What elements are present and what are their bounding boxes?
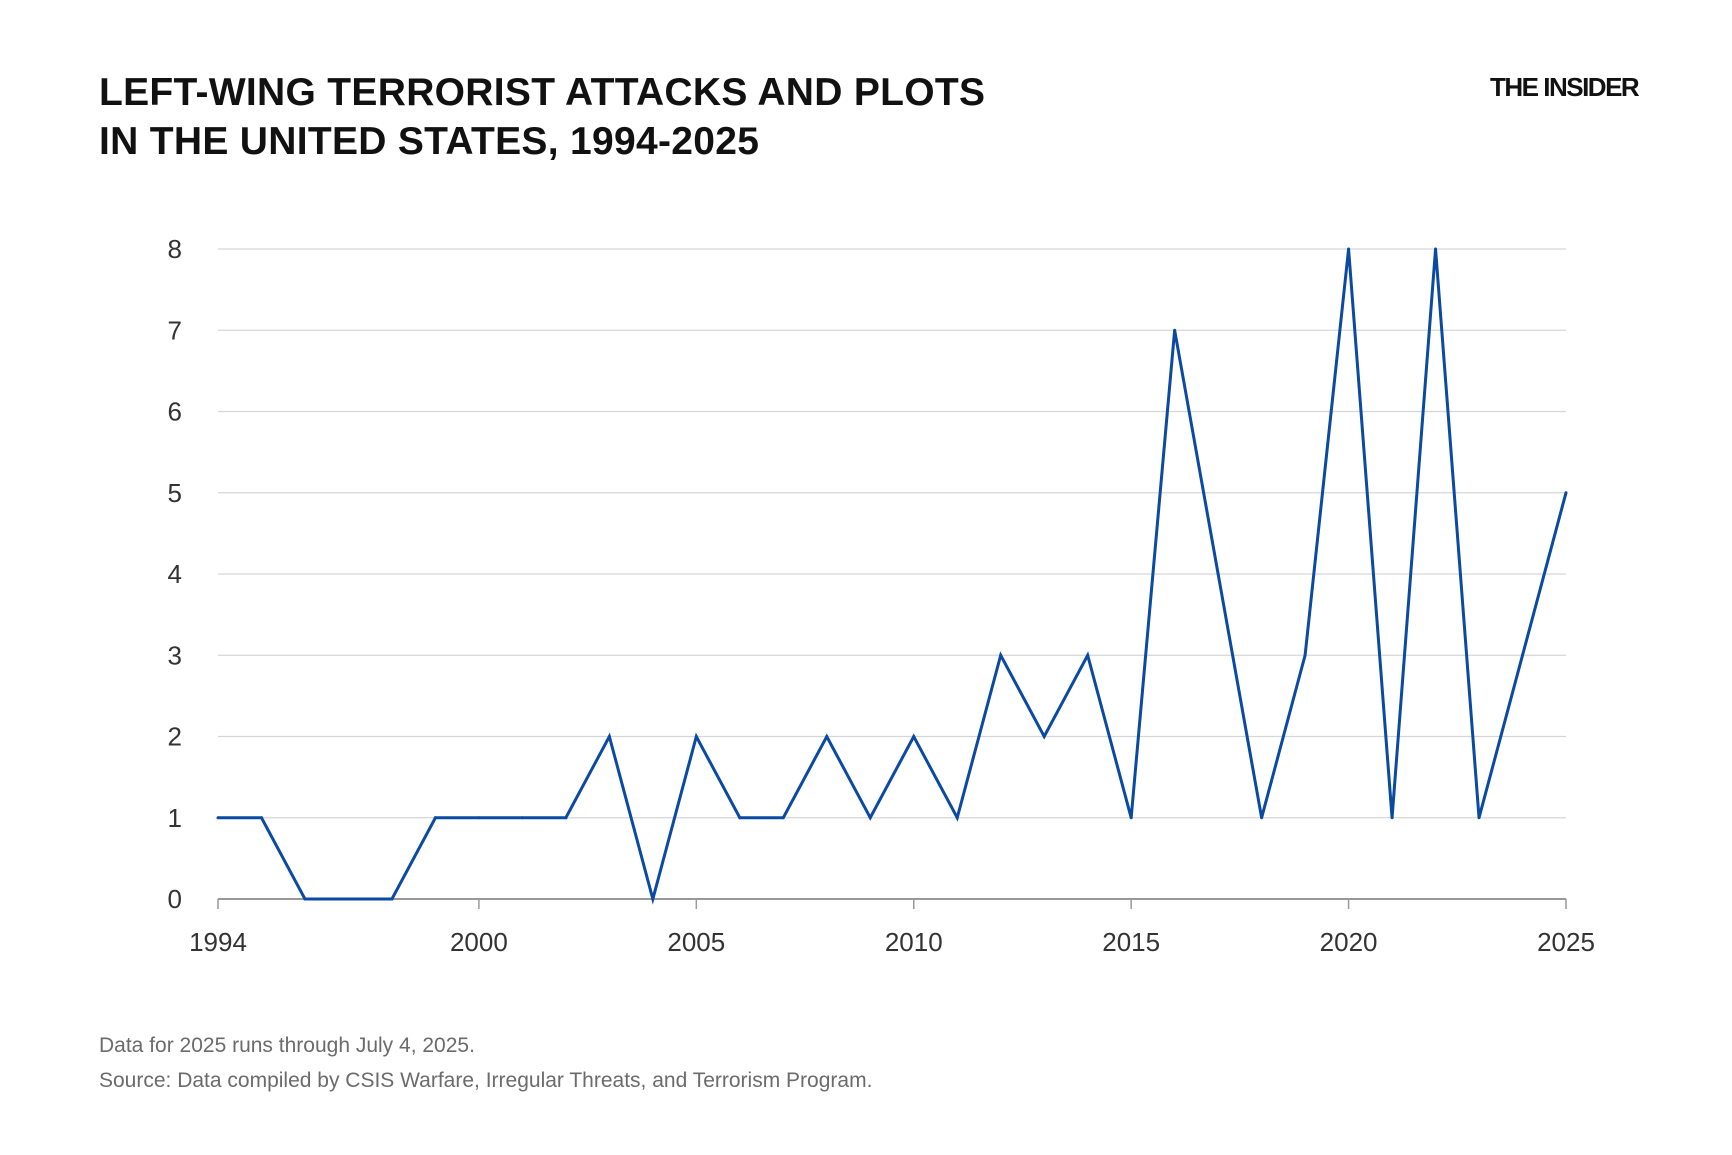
y-tick-label: 1 — [168, 803, 182, 833]
source-note: Source: Data compiled by CSIS Warfare, I… — [99, 1069, 873, 1092]
data-point-2016 — [1173, 328, 1177, 332]
data-point-2004 — [651, 897, 655, 901]
x-tick-label: 2015 — [1102, 927, 1160, 957]
series-line — [218, 248, 1568, 905]
data-point-2017 — [1216, 572, 1220, 576]
data-point-2012 — [999, 653, 1003, 657]
data-point-2018 — [1260, 816, 1264, 820]
data-point-2019 — [1303, 653, 1307, 657]
notes: Data for 2025 runs through July 4, 2025.… — [99, 1028, 872, 1098]
data-point-2023 — [1477, 816, 1481, 820]
x-tick-label: 2000 — [450, 927, 508, 957]
data-point-1995 — [259, 816, 263, 820]
data-point-1996 — [303, 897, 307, 901]
data-point-2009 — [868, 816, 872, 820]
data-point-2015 — [1129, 816, 1133, 820]
data-point-2002 — [564, 816, 568, 820]
y-tick-label: 0 — [168, 884, 182, 914]
x-tick-labels: 1994 2000 2005 2010 2015 2020 2025 — [189, 899, 1595, 957]
y-tick-label: 7 — [168, 315, 182, 345]
data-point-1998 — [390, 897, 394, 901]
title-line-2: IN THE UNITED STATES, 1994-2025 — [99, 120, 760, 163]
data-point-2021 — [1390, 816, 1394, 820]
data-point-2013 — [1042, 735, 1046, 738]
data-point-2007 — [781, 816, 785, 820]
data-point-2014 — [1086, 653, 1090, 657]
data-point-1994 — [216, 816, 220, 820]
data-point-2020 — [1347, 247, 1351, 251]
footnote: Data for 2025 runs through July 4, 2025. — [99, 1034, 475, 1057]
y-tick-label: 4 — [168, 559, 182, 589]
data-point-1997 — [346, 897, 350, 901]
the-insider-logo: THE INSIDER — [1490, 72, 1640, 102]
title-line-1: LEFT-WING TERRORIST ATTACKS AND PLOTS — [99, 71, 986, 114]
y-tick-labels: 0 1 2 3 4 5 6 7 8 — [168, 234, 182, 914]
y-tick-label: 8 — [168, 234, 182, 264]
data-point-2006 — [738, 816, 742, 820]
x-tick-label: 1994 — [189, 927, 247, 957]
data-point-2022 — [1434, 247, 1438, 251]
x-tick-label: 2005 — [667, 927, 725, 957]
y-tick-label: 3 — [168, 640, 182, 670]
y-tick-label: 5 — [168, 478, 182, 508]
x-tick-label: 2025 — [1537, 927, 1595, 957]
gridlines — [218, 248, 1566, 900]
data-point-1999 — [433, 816, 437, 820]
x-tick-label: 2010 — [885, 927, 943, 957]
data-point-2025 — [1564, 491, 1568, 495]
y-tick-label: 2 — [168, 722, 182, 752]
data-point-2011 — [955, 816, 959, 820]
data-point-2024 — [1521, 653, 1525, 657]
data-point-2005 — [694, 735, 698, 738]
chart-title: LEFT-WING TERRORIST ATTACKS AND PLOTS IN… — [99, 68, 985, 166]
data-point-2003 — [607, 735, 611, 738]
data-point-2010 — [912, 735, 916, 738]
data-point-2000 — [477, 816, 481, 820]
series-layer — [216, 247, 1568, 905]
data-point-2001 — [520, 816, 524, 820]
data-point-2008 — [825, 735, 829, 738]
y-tick-label: 6 — [168, 397, 182, 427]
x-tick-label: 2020 — [1320, 927, 1378, 957]
line-chart: 0 1 2 3 4 5 6 7 8 1994 2000 2005 2010 2015 2020 2025 — [168, 234, 1595, 957]
